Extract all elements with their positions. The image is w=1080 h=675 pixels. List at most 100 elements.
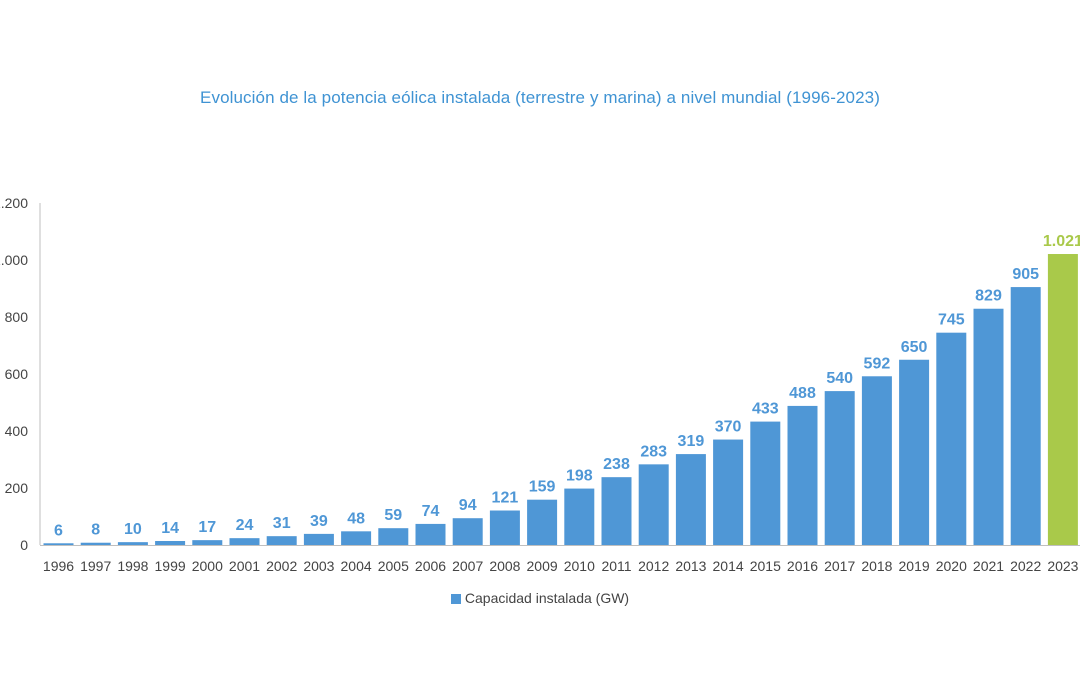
bar-2000	[192, 540, 223, 545]
bar-2013	[675, 454, 706, 545]
chart-title: Evolución de la potencia eólica instalad…	[200, 88, 880, 107]
data-label-2013: 319	[678, 433, 705, 450]
x-tick-label: 2012	[638, 558, 669, 574]
x-tick-label: 2023	[1047, 558, 1078, 574]
bar-2017	[824, 391, 855, 545]
data-label-1998: 10	[124, 521, 142, 538]
data-label-2006: 74	[422, 503, 440, 520]
bar-2008	[489, 510, 520, 545]
x-tick-label: 2015	[750, 558, 781, 574]
bar-2016	[787, 405, 818, 545]
y-tick-label: 1.200	[0, 195, 28, 211]
x-tick-label: 2017	[824, 558, 855, 574]
bar-2023	[1047, 254, 1078, 545]
data-label-2009: 159	[529, 479, 556, 496]
y-tick-label: 0	[20, 537, 28, 553]
data-label-2022: 905	[1012, 266, 1039, 283]
data-label-2002: 31	[273, 515, 291, 532]
bar-1998	[117, 542, 148, 545]
x-tick-label: 2001	[229, 558, 260, 574]
data-label-2015: 433	[752, 401, 779, 418]
data-label-2021: 829	[975, 288, 1002, 305]
data-label-1996: 6	[54, 522, 63, 539]
data-label-2008: 121	[492, 490, 519, 507]
bar-2020	[936, 332, 967, 545]
bar-2011	[601, 477, 632, 545]
data-label-2023: 1.021	[1043, 233, 1080, 250]
bar-1999	[155, 541, 186, 545]
y-tick-label: 1.000	[0, 252, 28, 268]
bar-2004	[341, 531, 372, 545]
bar-2019	[899, 359, 930, 545]
x-tick-label: 2009	[527, 558, 558, 574]
bar-2014	[713, 439, 744, 545]
x-tick-label: 2004	[341, 558, 372, 574]
data-label-1997: 8	[91, 522, 100, 539]
legend-label: Capacidad instalada (GW)	[464, 590, 630, 606]
bar-2009	[527, 499, 558, 545]
data-label-2016: 488	[789, 385, 816, 402]
x-tick-label: 2022	[1010, 558, 1041, 574]
data-label-2004: 48	[347, 510, 365, 527]
x-tick-label: 2019	[899, 558, 930, 574]
x-tick-label: 2018	[861, 558, 892, 574]
y-tick-label: 800	[5, 309, 29, 325]
bar-2005	[378, 528, 409, 545]
y-tick-label: 600	[5, 366, 29, 382]
x-tick-label: 2014	[713, 558, 744, 574]
bar-2022	[1010, 287, 1041, 545]
data-label-2000: 17	[198, 519, 216, 536]
x-tick-label: 1996	[43, 558, 74, 574]
x-tick-label: 1998	[117, 558, 148, 574]
data-label-2014: 370	[715, 419, 742, 436]
x-tick-label: 1997	[80, 558, 111, 574]
data-label-2010: 198	[566, 468, 593, 485]
data-label-2020: 745	[938, 312, 965, 329]
x-tick-label: 2013	[675, 558, 706, 574]
bar-2015	[750, 421, 781, 545]
bar-1996	[43, 543, 74, 545]
data-label-2012: 283	[640, 443, 667, 460]
bar-2021	[973, 308, 1004, 545]
x-tick-label: 1999	[155, 558, 186, 574]
x-tick-label: 2021	[973, 558, 1004, 574]
legend: Capacidad instalada (GW)	[0, 590, 1080, 606]
data-label-2011: 238	[603, 456, 630, 473]
bar-1997	[80, 542, 111, 545]
bar-2006	[415, 523, 446, 545]
data-label-2017: 540	[826, 370, 853, 387]
data-label-2001: 24	[236, 517, 254, 534]
x-tick-label: 2016	[787, 558, 818, 574]
bar-series	[43, 254, 1078, 545]
x-tick-label: 2007	[452, 558, 483, 574]
x-tick-label: 2002	[266, 558, 297, 574]
data-label-2005: 59	[384, 507, 402, 524]
x-tick-label: 2005	[378, 558, 409, 574]
y-axis: 0 200 400 600 800 1.000 1.200	[0, 195, 41, 553]
x-tick-label: 2011	[601, 558, 631, 574]
bar-2002	[266, 536, 297, 545]
x-tick-label: 2020	[936, 558, 967, 574]
data-label-1999: 14	[161, 520, 179, 537]
x-tick-label: 2006	[415, 558, 446, 574]
data-label-2003: 39	[310, 513, 328, 530]
bar-2012	[638, 464, 669, 545]
data-label-2019: 650	[901, 339, 928, 356]
bar-2007	[452, 518, 483, 545]
x-tick-label: 2000	[192, 558, 223, 574]
legend-swatch	[450, 594, 461, 604]
y-tick-label: 200	[5, 480, 29, 496]
data-label-2007: 94	[459, 497, 477, 514]
bar-2003	[303, 533, 334, 545]
x-tick-label: 2010	[564, 558, 595, 574]
bar-2018	[861, 376, 892, 545]
data-label-2018: 592	[864, 355, 891, 372]
x-axis: 1996 1997 1998 1999 2000 2001 2002 2003 2004 2005…	[40, 545, 1080, 574]
x-tick-label: 2003	[303, 558, 334, 574]
bar-2010	[564, 488, 595, 545]
bar-2001	[229, 538, 260, 545]
y-tick-label: 400	[5, 423, 29, 439]
x-tick-label: 2008	[489, 558, 520, 574]
data-labels: 6 8 10 14 17 24 31 39 48 59 74 94 121 159 198 238 283 319…	[54, 233, 1080, 539]
